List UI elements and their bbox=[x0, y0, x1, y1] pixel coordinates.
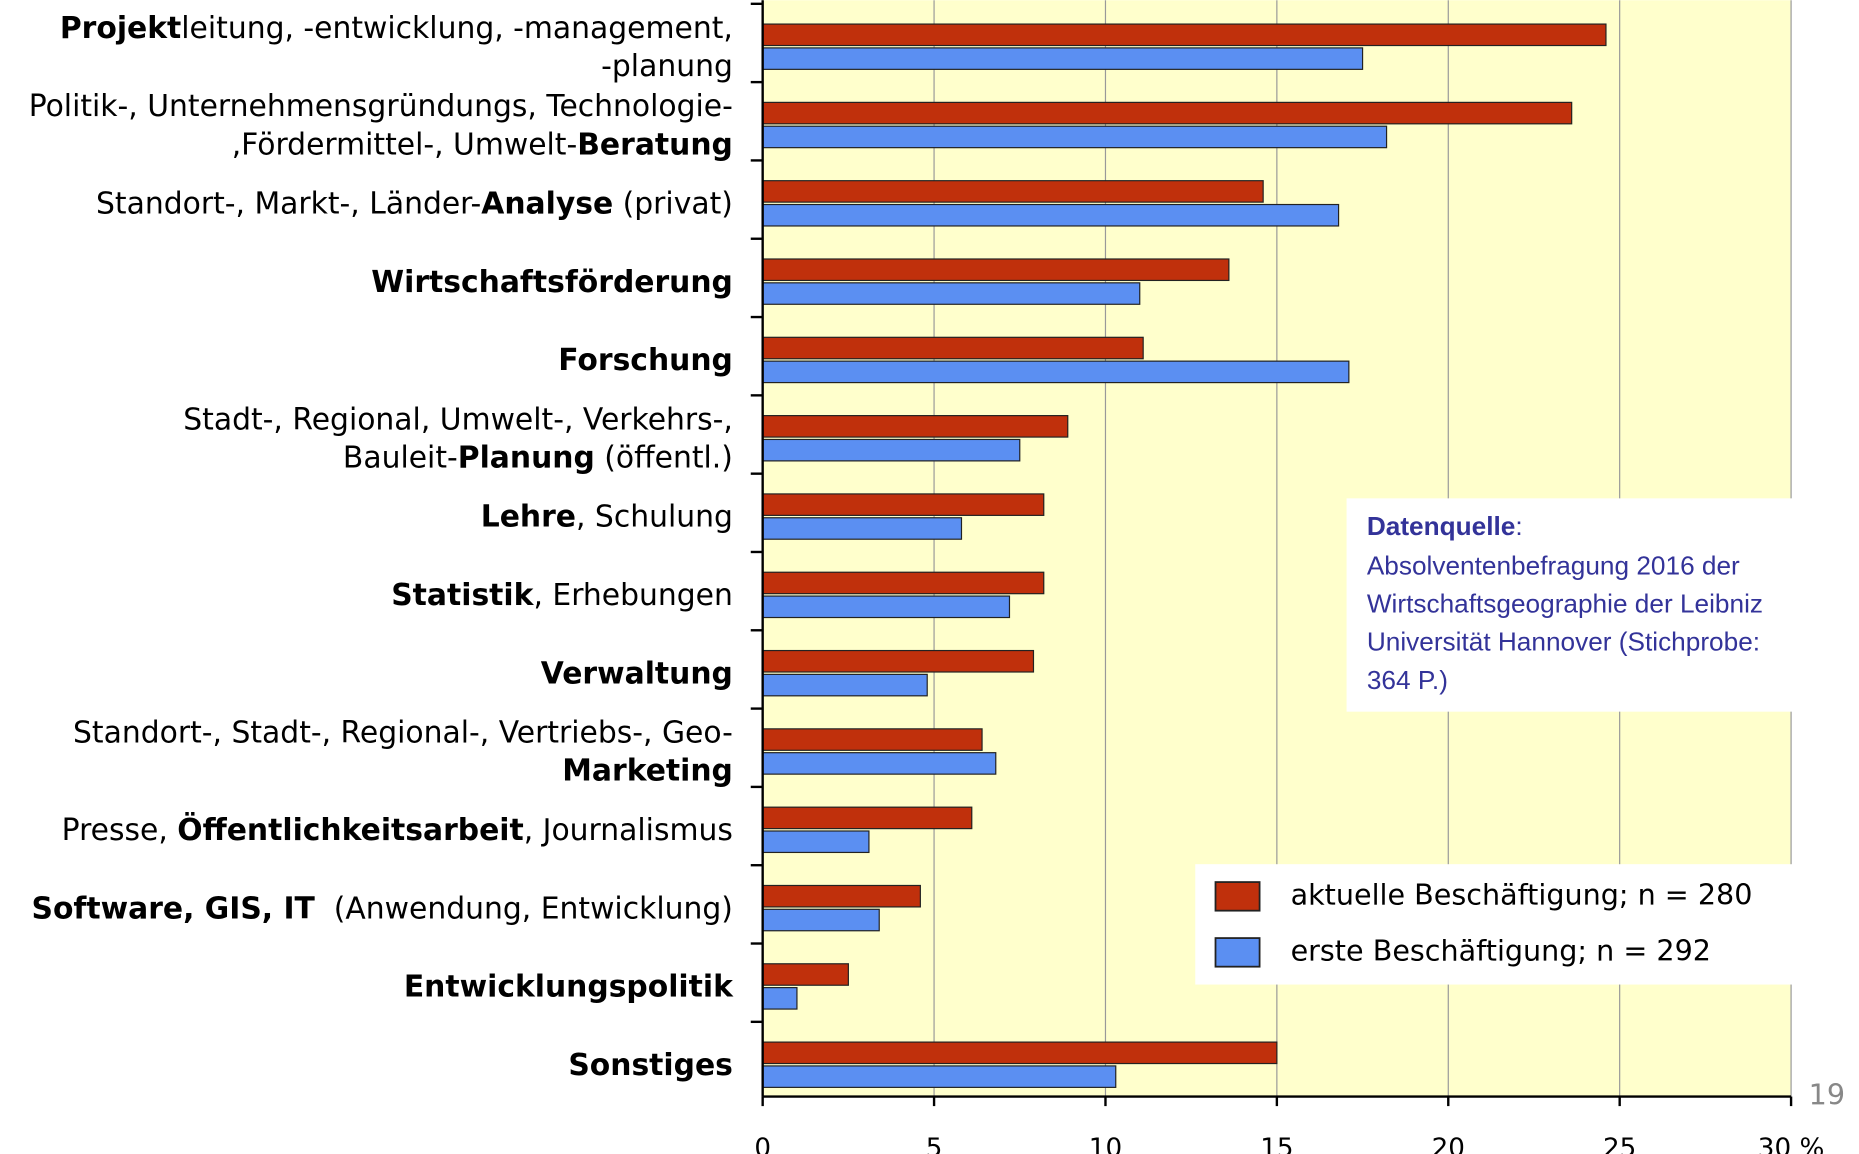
y-tick-label: ,Fördermittel-, Umwelt-Beratung bbox=[232, 127, 733, 162]
source-heading: Datenquelle: bbox=[1367, 511, 1523, 541]
bar bbox=[762, 987, 798, 1010]
bar bbox=[762, 125, 1388, 149]
bar bbox=[762, 282, 1141, 305]
bar bbox=[762, 203, 1340, 227]
legend-swatch bbox=[1214, 937, 1261, 968]
bar bbox=[762, 884, 921, 908]
label-part: Entwicklungspolitik bbox=[404, 969, 734, 1004]
legend-label: aktuelle Beschäftigung; n = 280 bbox=[1291, 877, 1753, 911]
source-line: Wirtschaftsgeographie der Leibniz bbox=[1367, 589, 1763, 619]
source-line: 364 P.) bbox=[1367, 665, 1448, 695]
bar bbox=[762, 438, 1021, 462]
source-box bbox=[1346, 498, 1794, 712]
label-part: Presse, bbox=[62, 812, 178, 847]
label-part: Standort-, Markt-, Länder- bbox=[96, 186, 481, 221]
y-tick-label: Standort-, Markt-, Länder-Analyse (priva… bbox=[96, 186, 733, 221]
label-part: -planung bbox=[601, 48, 733, 83]
x-tick-label: 25 bbox=[1603, 1134, 1636, 1154]
label-part: Software, GIS, IT bbox=[32, 891, 316, 926]
y-tick-label: Forschung bbox=[558, 343, 733, 378]
label-part: , Journalismus bbox=[524, 812, 733, 847]
bar bbox=[762, 595, 1011, 619]
y-tick-label: Marketing bbox=[562, 753, 733, 788]
bar bbox=[762, 101, 1573, 125]
label-part: Forschung bbox=[558, 343, 733, 378]
source-heading-part: Datenquelle bbox=[1367, 511, 1516, 541]
label-part: (privat) bbox=[613, 186, 733, 221]
label-part: Statistik bbox=[391, 578, 534, 613]
page-number: 19 bbox=[1809, 1078, 1845, 1112]
bar bbox=[762, 1041, 1278, 1065]
bar bbox=[762, 23, 1607, 47]
x-tick-label: 5 bbox=[926, 1134, 943, 1154]
y-tick-label: Sonstiges bbox=[568, 1047, 733, 1082]
bar bbox=[762, 673, 928, 697]
x-tick-label: 15 bbox=[1260, 1134, 1293, 1154]
x-tick-label: 10 bbox=[1089, 1134, 1122, 1154]
bar bbox=[762, 258, 1230, 282]
y-tick-label: Lehre, Schulung bbox=[481, 499, 733, 534]
bar bbox=[762, 415, 1069, 438]
source-line: Universität Hannover (Stichprobe: bbox=[1367, 627, 1760, 657]
bar bbox=[762, 180, 1264, 203]
y-tick-label: Verwaltung bbox=[541, 656, 733, 691]
y-tick-label: Statistik, Erhebungen bbox=[391, 578, 733, 613]
label-part: leitung, -entwicklung, -management, bbox=[181, 10, 733, 45]
y-tick-label: Entwicklungspolitik bbox=[404, 969, 734, 1004]
label-part: ,Fördermittel-, Umwelt- bbox=[232, 127, 578, 162]
y-tick-label: Bauleit-Planung (öffentl.) bbox=[343, 440, 733, 475]
label-part: Planung bbox=[458, 440, 595, 475]
label-part: Stadt-, Regional, Umwelt-, Verkehrs-, bbox=[183, 402, 733, 437]
bar bbox=[762, 360, 1350, 384]
bar bbox=[762, 649, 1035, 673]
label-part: Verwaltung bbox=[541, 656, 733, 691]
y-tick-label: Projektleitung, -entwicklung, -managemen… bbox=[60, 10, 733, 45]
source-line: Absolventenbefragung 2016 der bbox=[1367, 550, 1740, 580]
bar bbox=[762, 571, 1045, 595]
bar bbox=[762, 336, 1144, 360]
y-tick-label: Standort-, Stadt-, Regional-, Vertriebs-… bbox=[73, 715, 733, 750]
y-tick-label: Politik-, Unternehmensgründungs, Technol… bbox=[29, 89, 733, 124]
y-tick-label: Presse, Öffentlichkeitsarbeit, Journalis… bbox=[62, 810, 733, 847]
label-part: Lehre bbox=[481, 499, 576, 534]
label-part: Beratung bbox=[577, 127, 733, 162]
label-part: Marketing bbox=[562, 753, 733, 788]
bar bbox=[762, 806, 973, 830]
x-tick-label: 30 % bbox=[1758, 1134, 1825, 1154]
legend-label: erste Beschäftigung; n = 292 bbox=[1291, 933, 1711, 967]
bar bbox=[762, 47, 1364, 70]
bar bbox=[762, 728, 983, 751]
x-tick-label: 0 bbox=[754, 1134, 771, 1154]
y-tick-label: Software, GIS, IT (Anwendung, Entwicklun… bbox=[32, 891, 733, 926]
bar bbox=[762, 493, 1045, 516]
x-tick-label: 20 bbox=[1432, 1134, 1465, 1154]
y-tick-label: Wirtschaftsförderung bbox=[371, 264, 733, 299]
y-tick-label: Stadt-, Regional, Umwelt-, Verkehrs-, bbox=[183, 402, 733, 437]
bar bbox=[762, 1065, 1117, 1088]
label-part: (öffentl.) bbox=[595, 440, 733, 475]
bar bbox=[762, 752, 997, 775]
label-part: Politik-, Unternehmensgründungs, Technol… bbox=[29, 89, 733, 124]
bar bbox=[762, 517, 963, 540]
label-part: , Erhebungen bbox=[533, 578, 732, 613]
label-part: Standort-, Stadt-, Regional-, Vertriebs-… bbox=[73, 715, 733, 750]
label-part: Analyse bbox=[481, 186, 613, 221]
label-part: Öffentlichkeitsarbeit bbox=[177, 810, 523, 847]
legend-box bbox=[1195, 864, 1794, 985]
label-part: Sonstiges bbox=[568, 1047, 733, 1082]
label-part: (Anwendung, Entwicklung) bbox=[315, 891, 733, 926]
bar bbox=[762, 830, 870, 854]
y-tick-label: -planung bbox=[601, 48, 733, 83]
label-part: Projekt bbox=[60, 10, 181, 45]
label-part: Wirtschaftsförderung bbox=[371, 264, 733, 299]
label-part: Bauleit- bbox=[343, 440, 458, 475]
legend-swatch bbox=[1214, 881, 1261, 912]
source-heading-part: : bbox=[1515, 511, 1522, 541]
label-part: , Schulung bbox=[576, 499, 733, 534]
bar bbox=[762, 963, 849, 986]
bar bbox=[762, 908, 880, 932]
